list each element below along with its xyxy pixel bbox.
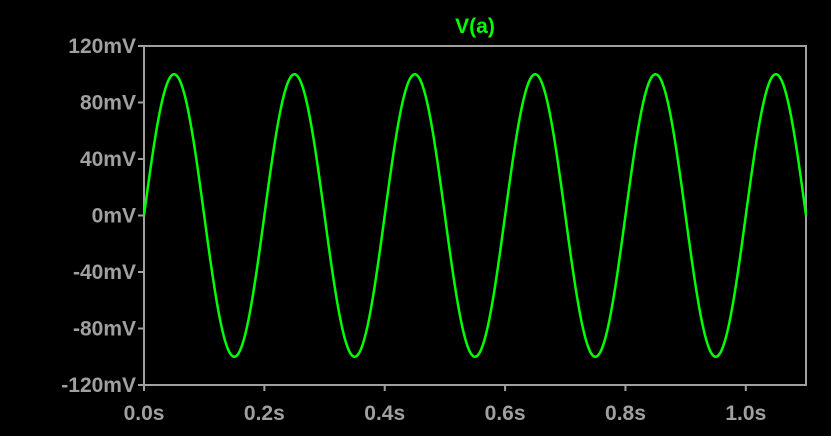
y-tick-label: -120mV (61, 374, 136, 397)
trace-title-v-a[interactable]: V(a) (455, 15, 495, 38)
y-tick-label: 120mV (68, 35, 136, 58)
x-tick-label: 0.8s (605, 402, 646, 425)
trace-v-a[interactable] (142, 73, 808, 358)
x-axis: 0.0s 0.2s 0.4s 0.6s 0.8s 1.0s (124, 385, 766, 425)
x-tick-label: 1.0s (725, 402, 766, 425)
y-tick-label: 40mV (80, 148, 136, 171)
plot-frame (143, 45, 807, 386)
y-tick-label: 0mV (92, 205, 136, 228)
x-tick-label: 0.6s (485, 402, 526, 425)
y-tick-label: -80mV (73, 318, 136, 341)
x-tick-label: 0.2s (244, 402, 285, 425)
y-tick-label: 80mV (80, 92, 136, 115)
y-axis: 120mV 80mV 40mV 0mV -40mV -80mV -120mV (61, 35, 144, 397)
x-tick-label: 0.4s (364, 402, 405, 425)
x-tick-label: 0.0s (124, 402, 165, 425)
y-tick-label: -40mV (73, 261, 136, 284)
